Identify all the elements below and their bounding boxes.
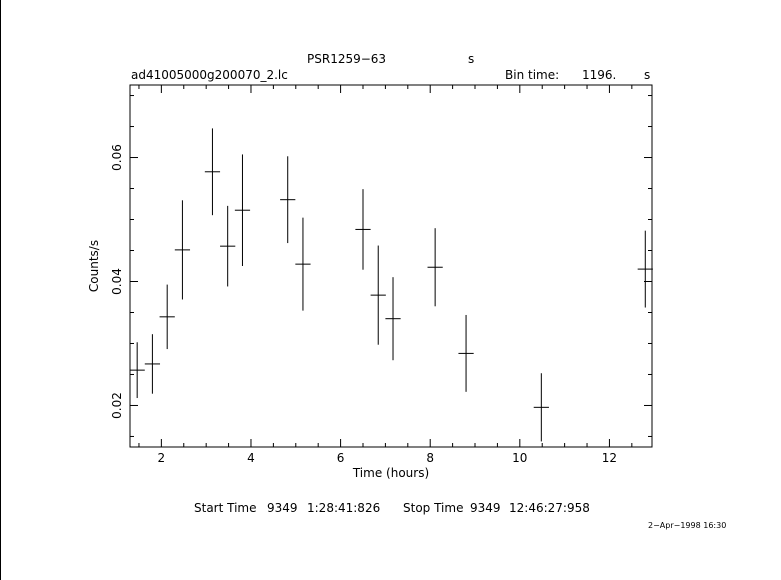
x-tick-label: 10 — [512, 451, 527, 465]
y-tick-label: 0.06 — [110, 144, 124, 171]
title-unit-label: s — [468, 52, 475, 66]
stop-time-value: 12:46:27:958 — [509, 501, 590, 515]
stop-time-label: Stop Time — [403, 501, 464, 515]
x-axis-label: Time (hours) — [352, 466, 429, 480]
x-tick-label: 8 — [426, 451, 434, 465]
date-stamp: 2−Apr−1998 16:30 — [648, 521, 727, 530]
left-border — [0, 0, 1, 580]
x-tick-label: 6 — [337, 451, 345, 465]
plot-frame — [129, 84, 653, 448]
filename-label: ad41005000g200070_2.lc — [131, 68, 288, 82]
bin-time-unit: s — [644, 68, 651, 82]
y-tick-label: 0.02 — [110, 392, 124, 419]
x-tick-label: 12 — [602, 451, 617, 465]
x-tick-label: 2 — [158, 451, 166, 465]
stop-time-day: 9349 — [470, 501, 501, 515]
bin-time-value: 1196. — [582, 68, 617, 82]
x-tick-label: 4 — [247, 451, 255, 465]
start-time-label: Start Time — [194, 501, 257, 515]
bin-time-label: Bin time: — [505, 68, 560, 82]
start-time-value: 1:28:41:826 — [307, 501, 381, 515]
start-time-day: 9349 — [267, 501, 298, 515]
y-axis-label: Counts/s — [87, 240, 101, 292]
chart-title: PSR1259−63 — [307, 52, 387, 66]
y-tick-label: 0.04 — [110, 268, 124, 295]
